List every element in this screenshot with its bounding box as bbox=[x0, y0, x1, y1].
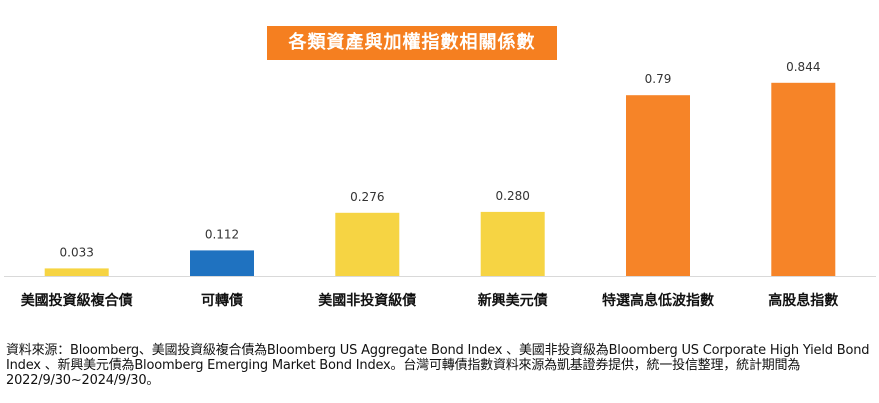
chart-title: 各類資產與加權指數相關係數 bbox=[267, 26, 557, 60]
data-label-3: 0.276 bbox=[350, 190, 384, 204]
source-footnote: 資料來源：Bloomberg、美國投資級複合債為Bloomberg US Agg… bbox=[6, 343, 870, 388]
category-label-1: 美國投資級複合債 bbox=[21, 292, 133, 309]
bar-6 bbox=[771, 82, 836, 276]
category-label-6: 高股息指數 bbox=[768, 292, 838, 309]
category-label-2: 可轉債 bbox=[201, 292, 243, 309]
bar-5 bbox=[626, 95, 690, 276]
bar-1 bbox=[44, 268, 109, 276]
category-label-3: 美國非投資級債 bbox=[318, 292, 416, 309]
data-label-1: 0.033 bbox=[60, 245, 94, 259]
bar-chart-svg: 0.033 美國投資級複合債 0.112 可轉債 0.276 美國非投資級債 0.280 新興… bbox=[4, 60, 876, 309]
data-label-5: 0.79 bbox=[645, 72, 672, 86]
data-label-6: 0.844 bbox=[786, 60, 820, 74]
bar-3 bbox=[335, 212, 400, 276]
data-label-2: 0.112 bbox=[205, 227, 239, 241]
bar-chart: 0.033 美國投資級複合債 0.112 可轉債 0.276 美國非投資級債 0.280 新興… bbox=[4, 60, 876, 309]
bar-4 bbox=[480, 211, 545, 276]
bar-2 bbox=[190, 250, 254, 276]
data-label-4: 0.280 bbox=[496, 189, 530, 203]
category-label-4: 新興美元債 bbox=[478, 292, 548, 309]
category-label-5: 特選高息低波指數 bbox=[602, 292, 714, 309]
